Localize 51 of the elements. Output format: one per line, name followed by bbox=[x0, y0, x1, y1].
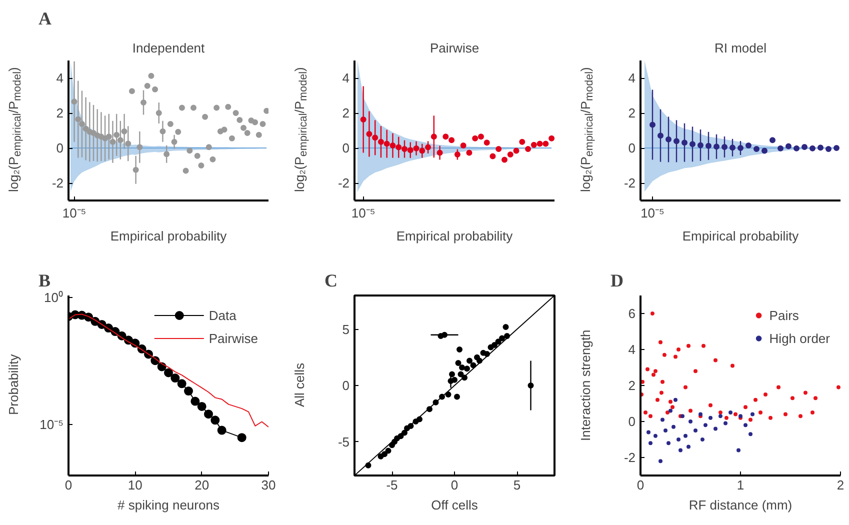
y-tick-label: -5 bbox=[338, 434, 350, 450]
y-axis-title: Interaction strength bbox=[577, 329, 594, 441]
legend-label: High order bbox=[769, 330, 830, 346]
y-tick-label: 2 bbox=[628, 378, 636, 393]
chart-title: RI model bbox=[714, 40, 767, 56]
y-axis-title: Probability bbox=[5, 354, 22, 416]
chart-title: Independent bbox=[132, 40, 206, 56]
y-tick-label: 2 bbox=[342, 106, 350, 120]
y-tick-label: 4 bbox=[56, 70, 64, 86]
chart-title: Pairwise bbox=[430, 40, 480, 56]
x-axis-title: # spiking neurons bbox=[118, 498, 220, 512]
x-tick-label: 1 bbox=[736, 478, 744, 492]
text: D bbox=[610, 270, 624, 290]
x-axis-title: Empirical probability bbox=[682, 228, 800, 244]
y-tick-label: 10⁻⁵ bbox=[40, 417, 64, 432]
y-axis-title: All cells bbox=[291, 362, 308, 408]
y-tick-label: 10⁰ bbox=[44, 290, 64, 306]
y-tick-label: 5 bbox=[342, 322, 350, 337]
x-tick-label: -5 bbox=[386, 478, 398, 492]
text: B bbox=[38, 270, 51, 290]
x-tick-label: 2 bbox=[836, 478, 844, 492]
y-tick-label: 4 bbox=[628, 70, 636, 86]
y-tick-label: 4 bbox=[342, 70, 350, 86]
x-tick-label: 5 bbox=[513, 478, 521, 492]
x-tick-label: 20 bbox=[194, 478, 210, 492]
y-tick-label: 0 bbox=[56, 140, 64, 156]
y-tick-label: 0 bbox=[342, 378, 350, 393]
x-tick-label: 10 bbox=[128, 478, 142, 492]
y-tick-label: 0 bbox=[628, 414, 636, 429]
y-tick-label: 6 bbox=[628, 306, 636, 321]
y-tick-label: -2 bbox=[338, 176, 350, 190]
x-axis-title: RF distance (mm) bbox=[688, 498, 792, 512]
x-axis-title: Empirical probability bbox=[110, 228, 228, 244]
y-tick-label: -2 bbox=[52, 176, 64, 190]
y-tick-label: -2 bbox=[624, 176, 636, 190]
y-tick-label: 2 bbox=[56, 106, 64, 120]
x-tick-label: 0 bbox=[450, 478, 458, 492]
x-axis-title: Empirical probability bbox=[396, 228, 514, 244]
y-tick-label: -2 bbox=[624, 450, 636, 465]
text: A bbox=[38, 8, 52, 28]
y-tick-label: 2 bbox=[628, 106, 636, 120]
legend-label: Data bbox=[208, 308, 236, 322]
text: 10⁻⁵ bbox=[640, 206, 664, 220]
x-tick-label: 30 bbox=[261, 478, 276, 492]
y-tick-label: 0 bbox=[628, 140, 636, 156]
text: C bbox=[324, 270, 338, 290]
legend-label: Pairs bbox=[769, 308, 799, 322]
x-axis-title: Off cells bbox=[431, 498, 478, 512]
legend-label: Pairwise bbox=[208, 330, 258, 346]
y-tick-label: 0 bbox=[342, 140, 350, 156]
y-tick-label: 4 bbox=[628, 342, 636, 357]
